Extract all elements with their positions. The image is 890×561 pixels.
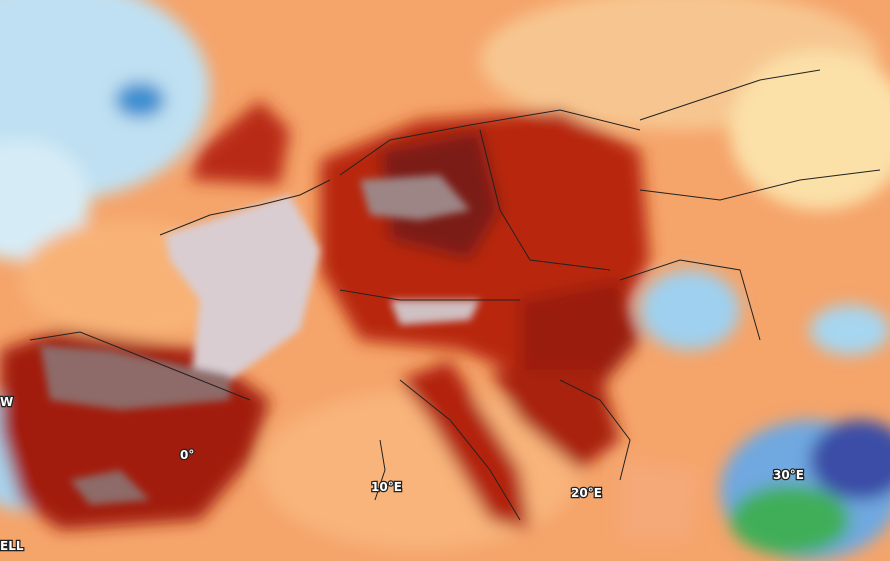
map-label: 0°	[180, 448, 194, 462]
borders	[29, 69, 881, 521]
map-label: W	[0, 395, 13, 409]
map-label: ELL	[0, 539, 24, 553]
map-label: 10°E	[371, 480, 402, 494]
map-label: 20°E	[571, 486, 602, 500]
map-label: 30°E	[773, 468, 804, 482]
extreme-heat	[40, 175, 480, 505]
